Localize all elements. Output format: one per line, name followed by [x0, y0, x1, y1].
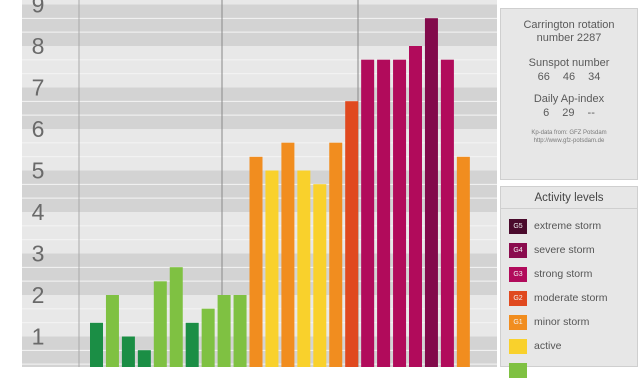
legend-label: active: [534, 340, 562, 352]
kp-bar: [329, 142, 343, 367]
kp-bar: [249, 156, 263, 367]
kp-bar: [185, 322, 199, 367]
data-credit: Kp-data from: GFZ Potsdam: [531, 130, 607, 136]
y-tick-label: 9: [32, 0, 45, 18]
kp-bar: [201, 308, 215, 367]
kp-bar: [393, 59, 407, 367]
legend-swatch: [509, 338, 527, 354]
sunspot-values: 66 46 34: [537, 71, 601, 83]
legend-swatch: G1: [509, 314, 527, 330]
kp-bar: [440, 59, 454, 367]
kp-bar: [169, 267, 183, 367]
background-band: [22, 0, 497, 5]
legend-panel: Activity levels G5 extreme storm G4 seve…: [500, 186, 638, 378]
kp-bar: [90, 322, 103, 367]
sunspot-label: Sunspot number: [528, 57, 610, 69]
legend-item-g5: G5 extreme storm: [501, 214, 637, 238]
carrington-rotation: Carrington rotation number 2287: [523, 19, 615, 44]
ap-index-label: Daily Ap-index: [533, 93, 605, 105]
legend-label: minor storm: [534, 316, 590, 328]
y-tick-label: 2: [32, 282, 45, 308]
kp-bar: [281, 142, 295, 367]
legend-swatch: G2: [509, 290, 527, 306]
y-tick-label: 5: [32, 158, 45, 184]
legend-swatch: [509, 362, 527, 378]
y-tick-label: 4: [32, 199, 45, 225]
kp-bar: [121, 336, 135, 367]
legend-label: severe storm: [534, 244, 595, 256]
y-axis-ticks: 1 2 3 4 5 6 7 8 9: [32, 0, 45, 350]
legend-item-g1: G1 minor storm: [501, 310, 637, 334]
y-tick-label: 6: [32, 116, 45, 142]
y-tick-label: 3: [32, 241, 45, 267]
kp-bar: [153, 281, 167, 367]
legend-label: strong storm: [534, 268, 593, 280]
kp-bar: [217, 295, 231, 367]
y-tick-label: 7: [32, 75, 45, 101]
legend-swatch: G3: [509, 266, 527, 282]
kp-bar: [456, 156, 470, 367]
legend-label: extreme storm: [534, 220, 602, 232]
legend-item-quiet: [501, 358, 637, 382]
legend-title: Activity levels: [501, 187, 637, 209]
kp-bar: [297, 170, 311, 367]
legend-swatch: G4: [509, 242, 527, 258]
kp-bar: [233, 295, 247, 367]
kp-bar: [105, 295, 119, 367]
kp-bar: [313, 184, 327, 367]
legend-item-g2: G2 moderate storm: [501, 286, 637, 310]
legend-label: moderate storm: [534, 292, 608, 304]
info-panel: Carrington rotation number 2287 Sunspot …: [500, 8, 638, 180]
kp-bar: [345, 101, 359, 367]
kp-bar: [377, 59, 391, 367]
kp-bars: [90, 18, 470, 367]
kp-bar: [361, 59, 375, 367]
kp-bar: [265, 170, 279, 367]
data-credit-url: http://www.gfz-potsdam.de: [533, 138, 605, 144]
kp-bar: [409, 46, 422, 367]
kp-bar: [137, 350, 151, 367]
kp-bar: [424, 18, 438, 367]
legend-swatch: G5: [509, 218, 527, 234]
ap-index-values: 6 29 --: [543, 107, 595, 119]
legend-item-g3: G3 strong storm: [501, 262, 637, 286]
background-band: [22, 4, 497, 46]
legend-item-g4: G4 severe storm: [501, 238, 637, 262]
y-tick-label: 1: [32, 324, 45, 350]
legend-item-active: active: [501, 334, 637, 358]
y-tick-label: 8: [32, 33, 45, 59]
kp-index-chart: 1 2 3 4 5 6 7 8 9: [22, 0, 497, 367]
